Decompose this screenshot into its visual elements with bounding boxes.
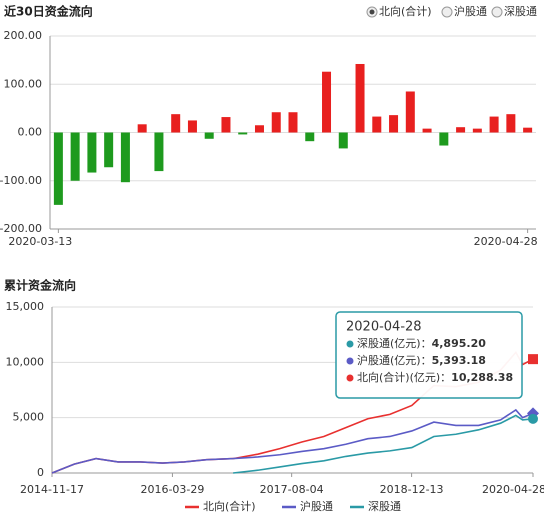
tooltip-value: 4,895.20 — [432, 337, 487, 350]
bar — [472, 128, 482, 133]
tooltip-dot — [346, 340, 354, 348]
bar — [221, 117, 231, 133]
tooltip-label: 沪股通(亿元)： — [357, 353, 432, 367]
y-tick-label: 100.00 — [4, 77, 43, 90]
bar — [523, 127, 533, 133]
bar — [137, 124, 147, 133]
tooltip-dot — [346, 374, 354, 382]
bar — [204, 132, 214, 139]
chart-title: 近30日资金流向 — [4, 4, 93, 19]
y-tick-label: -100.00 — [0, 174, 42, 187]
bar — [322, 71, 332, 133]
x-tick-label: 2020-04-28 — [482, 483, 544, 496]
x-tick-label: 2016-03-29 — [140, 483, 204, 496]
bar — [104, 132, 114, 168]
bar — [439, 132, 449, 146]
tooltip-box — [335, 311, 523, 399]
x-tick-label: 2014-11-17 — [20, 483, 84, 496]
y-tick-label: 10,000 — [6, 355, 45, 368]
bar — [254, 125, 264, 133]
legend-label[interactable]: 北向(合计) — [203, 499, 256, 513]
bar — [305, 132, 315, 142]
radio-label[interactable]: 北向(合计) — [379, 4, 432, 18]
x-tick-label: 2020-03-13 — [8, 235, 72, 248]
bar — [389, 115, 399, 133]
radio[interactable] — [491, 6, 503, 18]
y-tick-label: 15,000 — [6, 300, 45, 313]
end-marker — [528, 354, 538, 365]
series-line — [51, 408, 534, 474]
radio-label[interactable]: 深股通 — [504, 5, 537, 18]
end-marker — [528, 413, 538, 424]
tooltip-label: 深股通(亿元)： — [357, 337, 432, 350]
bar — [171, 114, 181, 133]
tooltip-label: 北向(合计)(亿元)： — [357, 370, 451, 384]
bar — [271, 112, 281, 133]
chart-title: 累计资金流向 — [4, 278, 76, 293]
bar — [422, 128, 432, 133]
tooltip-row: 北向(合计)(亿元)：10,288.38 — [357, 370, 513, 384]
radio-label[interactable]: 沪股通 — [454, 4, 487, 18]
x-tick-label: 2018-12-13 — [380, 483, 444, 496]
bar — [53, 132, 63, 205]
bar — [187, 120, 197, 133]
tooltip-value: 5,393.18 — [432, 354, 486, 367]
bar — [70, 132, 80, 181]
x-tick-label: 2017-08-04 — [260, 483, 324, 496]
bar — [288, 112, 298, 133]
x-tick-label: 2020-04-28 — [474, 235, 538, 248]
legend-label[interactable]: 沪股通 — [300, 499, 333, 513]
legend-label[interactable]: 深股通 — [368, 500, 401, 513]
bar — [355, 63, 365, 133]
radio[interactable] — [441, 6, 453, 18]
tooltip-date: 2020-04-28 — [346, 320, 422, 335]
bar — [372, 116, 382, 133]
y-tick-label: 0 — [37, 466, 44, 479]
bar — [338, 132, 348, 149]
series-line — [233, 414, 534, 474]
bar — [405, 91, 415, 133]
y-tick-label: 5,000 — [13, 411, 45, 424]
y-tick-label: 0.00 — [18, 126, 43, 139]
bar — [489, 116, 499, 133]
radio-dot — [369, 9, 375, 15]
bar — [238, 132, 248, 135]
y-tick-label: 200.00 — [4, 29, 43, 42]
bar — [154, 132, 164, 172]
tooltip-row: 深股通(亿元)：4,895.20 — [357, 337, 486, 350]
y-tick-label: -200.00 — [0, 222, 42, 235]
tooltip-row: 沪股通(亿元)：5,393.18 — [357, 353, 486, 367]
tooltip-dot — [346, 357, 354, 365]
bar — [87, 132, 97, 173]
bar — [120, 132, 130, 183]
bar — [506, 114, 516, 133]
bar — [456, 127, 466, 133]
tooltip: 2020-04-28深股通(亿元)：4,895.20沪股通(亿元)：5,393.… — [335, 311, 523, 399]
tooltip-value: 10,288.38 — [451, 371, 513, 384]
